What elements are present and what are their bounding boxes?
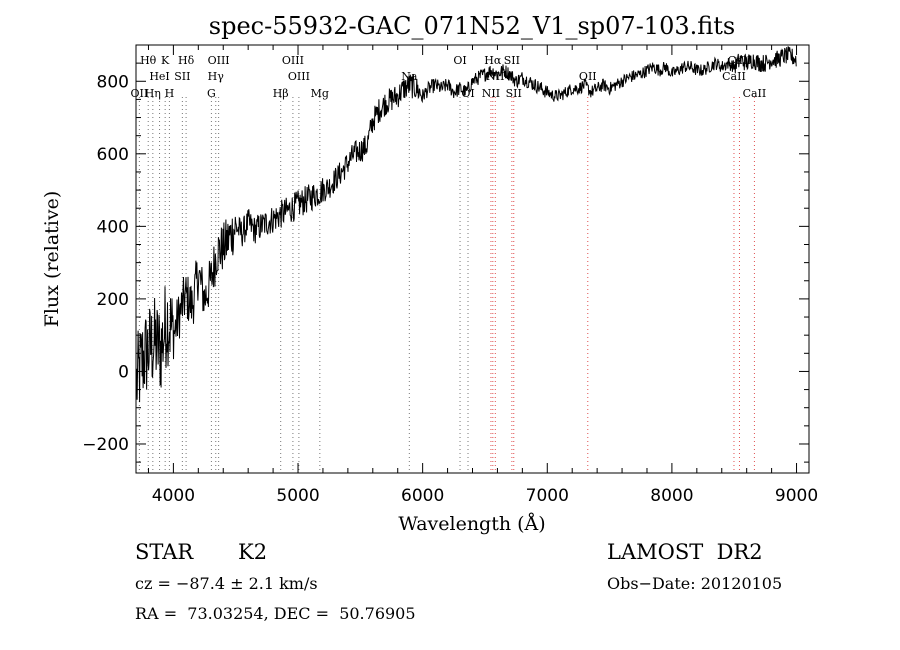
- spectral-line-label: Hβ: [273, 87, 289, 100]
- spectral-line-label: Hδ: [178, 54, 195, 67]
- x-axis: 4000 5000 6000 7000 8000 9000: [147, 45, 818, 506]
- spectrum-series: [136, 45, 797, 403]
- spectral-line-label: Hη: [145, 87, 161, 100]
- spectral-line-label: CaII: [743, 87, 767, 100]
- spectral-line-label: HeI: [149, 70, 169, 83]
- spectral-line-label: OI: [453, 54, 466, 67]
- survey-name: LAMOST DR2: [607, 540, 763, 564]
- spectral-line-label: OIII: [282, 54, 304, 67]
- x-tick-label: 4000: [152, 486, 195, 506]
- chart-title: spec-55932-GAC_071N52_V1_sp07-103.fits: [209, 12, 735, 40]
- y-tick-label: 800: [97, 72, 129, 92]
- spectral-line-label: G: [207, 87, 216, 100]
- y-tick-label: −200: [82, 435, 129, 455]
- x-tick-label: 5000: [276, 486, 319, 506]
- object-subclass: K2: [238, 540, 268, 564]
- spectral-line-label: Hθ: [140, 54, 157, 67]
- y-tick-label: 200: [97, 290, 129, 310]
- x-tick-label: 8000: [650, 486, 693, 506]
- spectral-line-label: H: [165, 87, 175, 100]
- y-axis: −200 0 200 400 600 800: [82, 44, 809, 463]
- spectral-line-label: NII: [482, 87, 500, 100]
- spectral-line-label: CaII: [722, 70, 746, 83]
- spectrum-line: [136, 45, 797, 403]
- spectral-line-label: OIII: [288, 70, 310, 83]
- x-tick-label: 9000: [775, 486, 818, 506]
- spectral-line-label: OII: [131, 87, 149, 100]
- coordinates-text: RA = 73.03254, DEC = 50.76905: [135, 604, 416, 623]
- object-class: STAR: [135, 540, 194, 564]
- spectral-line-label: OIII: [208, 54, 230, 67]
- x-tick-label: 7000: [526, 486, 569, 506]
- y-tick-label: 0: [118, 362, 129, 382]
- spectral-line-label: SII: [506, 87, 522, 100]
- plot-frame: [135, 44, 810, 474]
- redshift-text: cz = −87.4 ± 2.1 km/s: [135, 574, 318, 593]
- spectral-line-label: K: [161, 54, 170, 67]
- y-tick-label: 600: [97, 145, 129, 165]
- obs-date-text: Obs−Date: 20120105: [607, 574, 783, 593]
- x-axis-label: Wavelength (Å): [398, 513, 545, 535]
- spectral-line-label: Mg: [311, 87, 329, 100]
- y-axis-label: Flux (relative): [41, 191, 63, 328]
- spectral-line-label: OII: [579, 70, 597, 83]
- x-tick-label: 6000: [401, 486, 444, 506]
- spectral-line-label: Hγ: [208, 70, 225, 83]
- y-tick-label: 400: [97, 217, 129, 237]
- spectral-line-label: Hα: [484, 54, 502, 67]
- emission-line-markers: [138, 97, 755, 473]
- spectral-line-label: SII: [504, 54, 520, 67]
- spectral-line-label: SII: [174, 70, 190, 83]
